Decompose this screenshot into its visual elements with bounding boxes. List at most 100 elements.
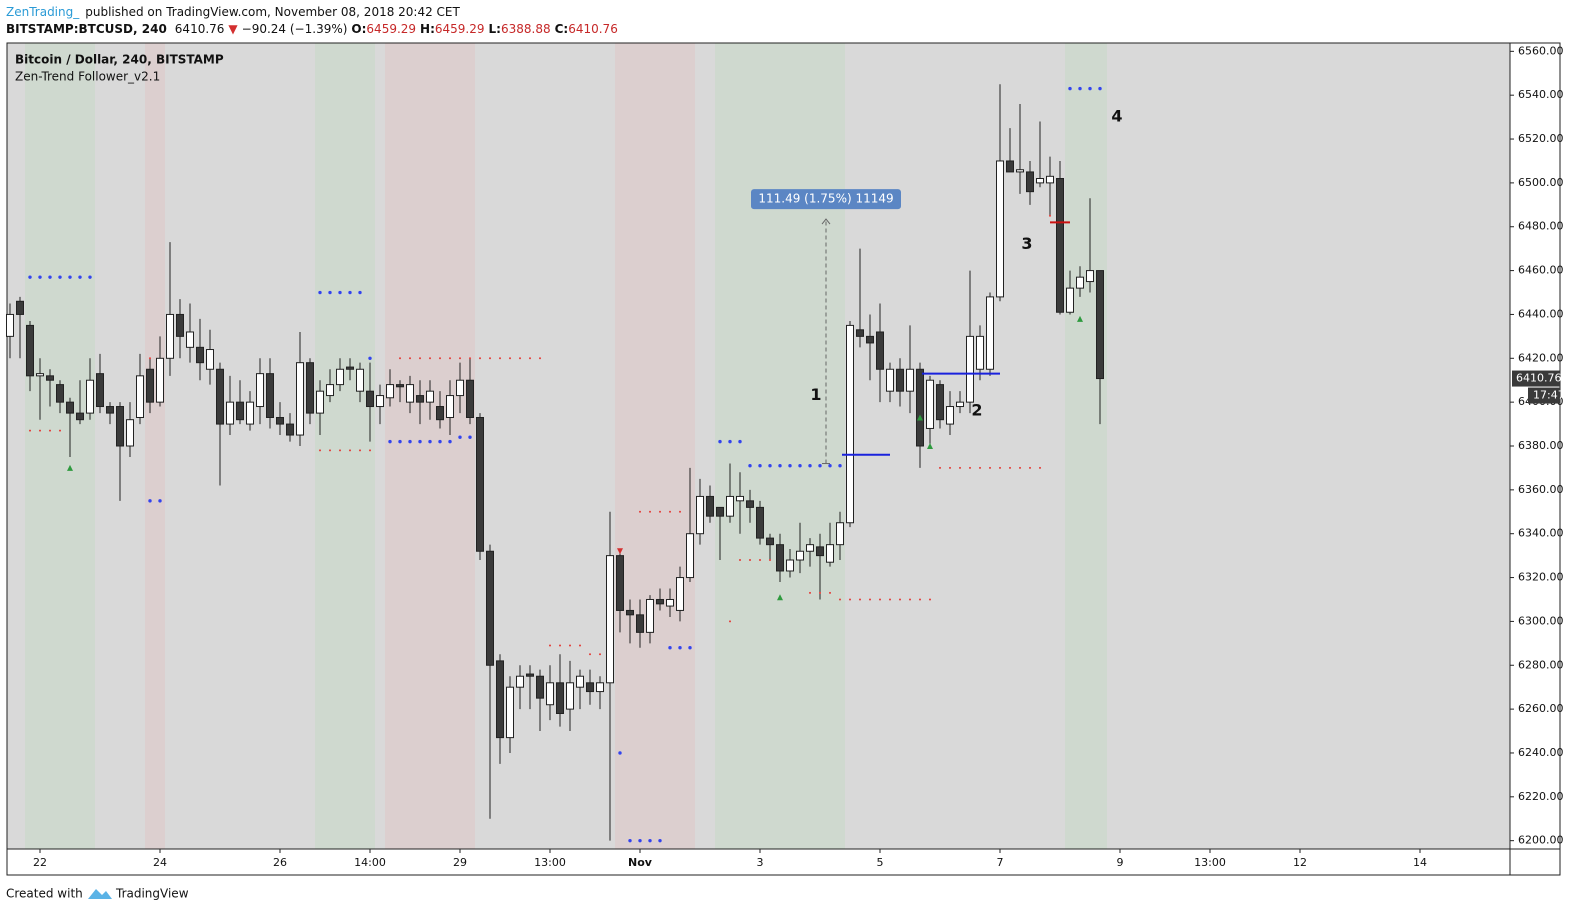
candle-body xyxy=(486,550,494,666)
candle-body xyxy=(1076,276,1084,289)
y-tick-label: 6280.00 xyxy=(1518,658,1564,671)
candle-body xyxy=(846,324,854,524)
indicator-dot xyxy=(419,357,421,360)
indicator-dot xyxy=(29,429,31,432)
frame xyxy=(6,42,1561,876)
candle-body xyxy=(756,506,764,539)
indicator-dot xyxy=(319,449,321,452)
indicator-dot xyxy=(718,439,722,444)
zone-red xyxy=(145,43,165,849)
candle-body xyxy=(466,379,474,418)
indicator-dot xyxy=(338,290,342,295)
indicator-dot xyxy=(678,646,682,650)
x-tick-label: 7 xyxy=(997,856,1004,869)
indicator-dot xyxy=(519,357,521,360)
indicator-dot xyxy=(879,598,881,601)
indicator-dot xyxy=(388,439,392,444)
header-line-1: ZenTrading_ published on TradingView.com,… xyxy=(6,5,461,19)
candle-body xyxy=(6,313,14,337)
candle-body xyxy=(66,401,74,414)
candle-body xyxy=(376,395,384,408)
y-tick-label: 6240.00 xyxy=(1518,746,1564,759)
indicator-dot xyxy=(599,653,601,656)
indicator-dot xyxy=(569,644,571,647)
indicator-dot xyxy=(49,429,51,432)
signal xyxy=(617,548,623,555)
candle-body xyxy=(576,675,584,688)
indicator-dot xyxy=(979,466,981,469)
h-label: H: xyxy=(420,22,435,36)
indicator-dot xyxy=(939,466,941,469)
indicator-dot xyxy=(458,435,462,439)
indicator-dot xyxy=(648,838,652,843)
candle-body xyxy=(666,598,674,607)
indicator-dot xyxy=(489,357,491,360)
x-tick-label: 14:00 xyxy=(354,856,386,869)
y-tick-label: 6440.00 xyxy=(1518,307,1564,320)
indicator-dot xyxy=(659,510,661,513)
indicator-dot xyxy=(418,439,422,444)
indicator-dot xyxy=(449,357,451,360)
y-tick-label: 6520.00 xyxy=(1518,132,1564,145)
candle-body xyxy=(606,555,614,684)
candle-body xyxy=(746,500,754,508)
candle-body xyxy=(436,406,444,421)
candle-body xyxy=(856,329,864,337)
plot: 1 2 3 4 111.49 (1.75%) 11149 xyxy=(6,84,1123,843)
indicator-dot xyxy=(748,464,752,468)
candle-body xyxy=(386,384,394,399)
footer-brand[interactable]: TradingView xyxy=(115,887,189,901)
indicator-dot xyxy=(768,464,772,468)
annotation: 3 xyxy=(1021,234,1032,253)
candle-body xyxy=(1096,270,1104,380)
candle-body xyxy=(206,349,214,370)
o: 6459.29 xyxy=(366,22,416,36)
y-tick-label: 6540.00 xyxy=(1518,88,1564,101)
candle-body xyxy=(336,368,344,386)
y-tick-label: 6220.00 xyxy=(1518,790,1564,803)
c-label: C: xyxy=(555,22,569,36)
candle-body xyxy=(306,362,314,414)
y-tick-label: 6320.00 xyxy=(1518,571,1564,584)
candle-body xyxy=(1046,175,1054,184)
candle-body xyxy=(676,577,684,611)
l: 6388.88 xyxy=(501,22,551,36)
candle-body xyxy=(1016,169,1024,173)
y-tick-label: 6460.00 xyxy=(1518,264,1564,277)
indicator-dot xyxy=(1078,86,1082,91)
candle-body xyxy=(106,406,114,414)
candle-body xyxy=(326,384,334,397)
indicator-dot xyxy=(1019,466,1021,469)
candle-body xyxy=(266,373,274,418)
indicator-dot xyxy=(349,449,351,452)
o-label: O: xyxy=(351,22,366,36)
indicator-dot xyxy=(438,439,442,444)
y-tick-label: 6300.00 xyxy=(1518,614,1564,627)
candle-body xyxy=(996,160,1004,298)
last: 6410.76 xyxy=(175,22,225,36)
indicator-dot xyxy=(579,644,581,647)
zone-green xyxy=(25,43,95,849)
candle-body xyxy=(186,331,194,348)
indicator-dot xyxy=(668,646,672,650)
last-price-box xyxy=(1512,370,1560,387)
indicator-dot xyxy=(909,598,911,601)
candle-body xyxy=(476,416,484,552)
candle-body xyxy=(156,357,164,403)
zone-red xyxy=(385,43,475,849)
signal xyxy=(917,414,923,421)
candle-body xyxy=(736,495,744,502)
indicator-dot xyxy=(469,357,471,360)
candle-body xyxy=(276,416,284,425)
candle-body xyxy=(1006,160,1014,173)
x-tick-label: Nov xyxy=(628,856,653,869)
author[interactable]: ZenTrading_ xyxy=(6,5,80,19)
measure-arrow xyxy=(821,218,831,225)
indicator-dot xyxy=(318,290,322,295)
zone-green xyxy=(1065,43,1107,849)
candle-body xyxy=(496,660,504,739)
indicator-dot xyxy=(359,449,361,452)
indicator-dot xyxy=(429,357,431,360)
candle-body xyxy=(816,546,824,557)
